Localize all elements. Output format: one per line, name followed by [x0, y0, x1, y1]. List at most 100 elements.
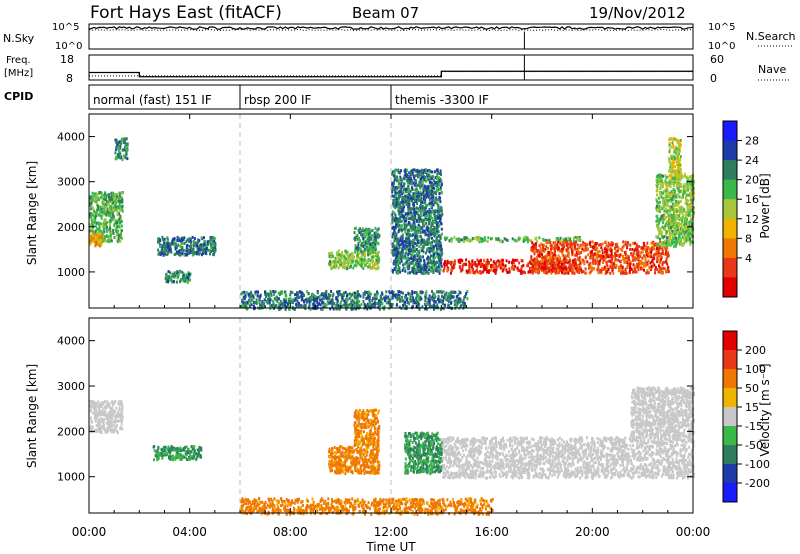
p-cell-0: [118, 196, 121, 200]
p-cell-11: [675, 231, 678, 235]
p-cell-10: [656, 268, 659, 271]
p-cell-11: [665, 183, 668, 187]
p-cell-7: [408, 207, 411, 211]
p-cell-11: [664, 228, 667, 231]
p-cell-10: [632, 263, 635, 267]
p-cell-10: [605, 263, 608, 267]
p-cell-5: [373, 266, 376, 269]
p-cell-9: [486, 270, 488, 274]
p-cell-7: [411, 251, 414, 255]
p-cell-1: [96, 239, 99, 243]
p-cell-9: [522, 270, 525, 274]
p-cell-0: [109, 226, 111, 230]
p-cell-11: [656, 236, 659, 239]
p-cell-11: [672, 232, 675, 235]
p-cell-7: [410, 172, 413, 176]
p-cell-11: [657, 225, 660, 229]
p-cell-6: [375, 240, 378, 244]
p-cell-0: [118, 220, 121, 224]
p-cell-10: [589, 245, 592, 248]
p-cell-0: [114, 193, 117, 197]
p-cell-3: [166, 238, 169, 242]
p-cell-7: [406, 179, 409, 183]
p-cell-12: [673, 147, 676, 151]
p-cell-3: [166, 246, 169, 250]
p-cell-10: [581, 247, 584, 251]
p-cell-11: [691, 224, 694, 228]
p-cell-7: [400, 200, 403, 204]
p-cell-7: [438, 214, 441, 218]
p-cell-7: [422, 171, 425, 175]
p-cell-7: [398, 182, 401, 186]
p-cell-10: [615, 250, 617, 254]
p-cell-10: [618, 255, 621, 258]
p-cell-10: [566, 244, 569, 248]
p-cell-5: [369, 263, 371, 266]
p-cell-7: [407, 244, 410, 248]
p-cell-0: [98, 225, 101, 229]
p-cell-7: [422, 209, 425, 213]
p-cell-7: [417, 175, 419, 179]
p-cell-11: [664, 226, 666, 230]
p-cell-7: [440, 244, 443, 248]
p-cell-12: [672, 176, 674, 180]
p-cell-10: [660, 271, 663, 275]
p-cell-7: [421, 219, 424, 223]
p-cell-7: [398, 216, 401, 220]
p-cell-0: [117, 233, 120, 237]
p-cell-7: [398, 171, 401, 175]
p-cell-7: [426, 229, 429, 233]
p-cell-7: [427, 258, 430, 262]
p-cell-3: [179, 239, 182, 243]
p-cell-10: [608, 248, 611, 252]
p-cell-8: [455, 237, 458, 241]
freq-panel-frame: [88, 54, 694, 81]
p-cell-0: [100, 207, 103, 211]
p-cell-12: [679, 138, 682, 142]
p-cell-10: [613, 255, 616, 258]
p-cell-9: [485, 268, 488, 272]
p-cell-7: [394, 206, 397, 210]
p-cell-9: [560, 268, 562, 272]
p-cell-7: [392, 184, 395, 188]
p-cell-12: [671, 162, 674, 166]
p-cell-7: [401, 248, 404, 252]
p-cell-7: [421, 247, 424, 251]
p-cell-12: [673, 171, 676, 175]
p-cell-9: [487, 262, 490, 266]
p-cell-0: [107, 193, 110, 197]
p-cell-10: [576, 257, 579, 261]
p-cell-11: [659, 227, 662, 231]
p-cell-8: [528, 239, 531, 243]
p-cell-5: [339, 263, 342, 267]
p-cell-5: [370, 260, 373, 264]
p-cell-7: [413, 204, 416, 208]
p-cell-10: [636, 256, 639, 260]
p-cell-7: [411, 199, 414, 203]
p-cell-9: [472, 271, 475, 274]
p-cell-11: [664, 188, 667, 191]
p-cell-7: [425, 186, 428, 190]
p-cell-11: [669, 233, 672, 237]
p-cell-2: [118, 155, 121, 159]
p-cell-10: [567, 255, 570, 258]
p-cell-7: [428, 264, 431, 268]
p-cell-5: [358, 262, 361, 266]
p-cell-10: [639, 265, 642, 269]
p-cell-1: [98, 235, 101, 239]
p-cell-3: [192, 244, 195, 248]
p-cell-11: [675, 203, 678, 207]
p-cell-3: [170, 250, 173, 254]
p-cell-11: [677, 187, 680, 190]
p-cell-10: [624, 267, 627, 271]
p-cell-10: [641, 246, 644, 250]
p-cell-0: [109, 210, 112, 214]
p-cell-3: [161, 235, 164, 239]
p-cell-7: [426, 169, 429, 173]
p-cell-7: [436, 188, 438, 192]
p-cell-4: [179, 279, 182, 283]
p-cell-7: [396, 241, 399, 245]
p-cell-10: [619, 264, 622, 268]
p-cell-11: [667, 223, 670, 227]
p-cell-10: [589, 261, 592, 265]
